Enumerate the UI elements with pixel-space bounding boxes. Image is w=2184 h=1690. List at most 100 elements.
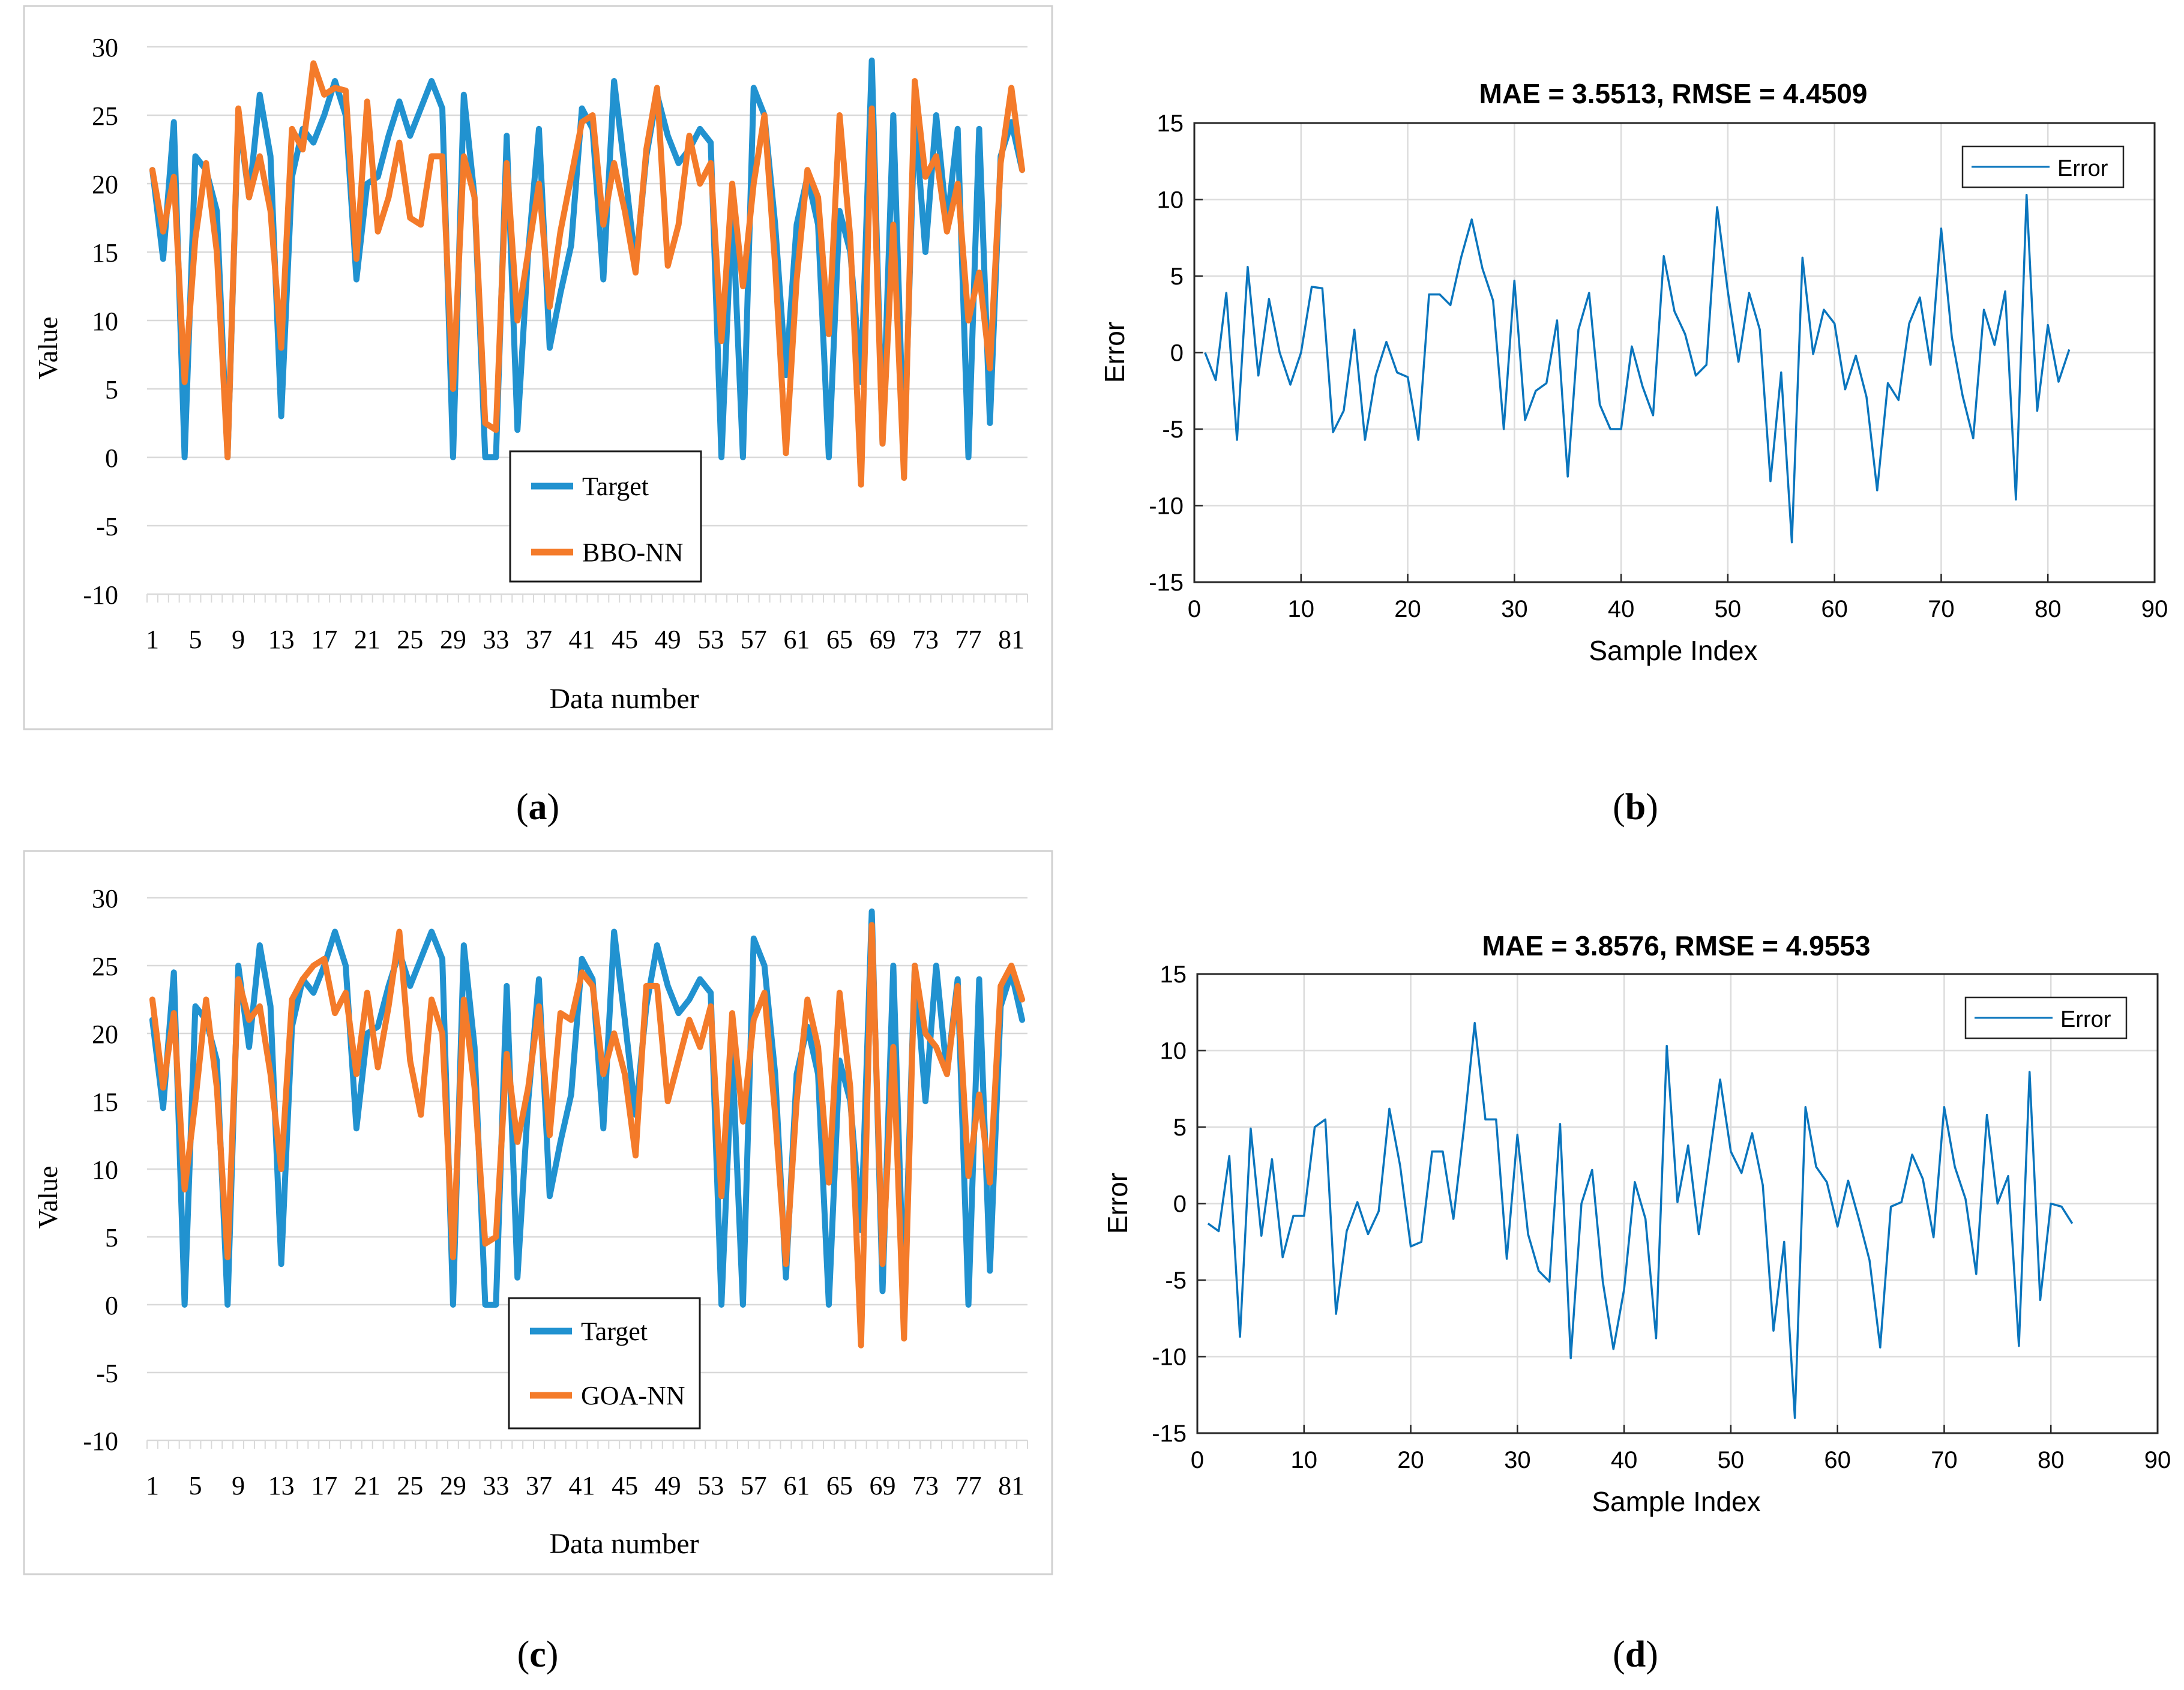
panel-b: MAE = 3.5513, RMSE = 4.4509 -15 -10 -5 0 5 10… — [1099, 78, 2168, 828]
panel-caption-c: (c) — [517, 1634, 559, 1675]
legend: Target GOA-NN — [508, 1297, 701, 1430]
x-tick-label: 90 — [2144, 1447, 2171, 1473]
x-tick-label: 1 — [146, 1471, 159, 1500]
y-tick-labels: -10 -5 0 5 10 15 20 25 30 — [83, 884, 118, 1456]
x-tick-label: 10 — [1291, 1447, 1318, 1473]
legend-box — [508, 1297, 701, 1430]
panel-caption-d: (d) — [1613, 1634, 1658, 1675]
x-tick-label: 50 — [1715, 596, 1742, 622]
legend-label-model: GOA-NN — [581, 1381, 685, 1410]
x-tick-label: 30 — [1504, 1447, 1531, 1473]
caption-letter: b — [1625, 787, 1646, 828]
x-tick-label: 21 — [354, 1471, 381, 1500]
x-tick-label: 80 — [2038, 1447, 2065, 1473]
y-tick-labels: -10 -5 0 5 10 15 20 25 30 — [83, 33, 118, 610]
y-tick-label: 5 — [105, 375, 118, 404]
panel-d: MAE = 3.8576, RMSE = 4.9553 -15 -10 -5 0 5 10… — [1102, 930, 2171, 1675]
series-line-error — [1207, 1021, 2074, 1419]
y-tick-label: -5 — [1165, 1268, 1187, 1294]
y-tick-label: -5 — [1162, 416, 1184, 443]
x-axis-label: Sample Index — [1589, 635, 1757, 666]
series-lines — [1204, 194, 2071, 544]
y-axis-label: Error — [1099, 322, 1130, 383]
x-tick-label: 69 — [869, 1471, 895, 1500]
y-tick-label: 5 — [1170, 263, 1184, 290]
chart-title: MAE = 3.8576, RMSE = 4.9553 — [1482, 930, 1871, 961]
x-tick-label: 70 — [1931, 1447, 1958, 1473]
x-tick-label: 90 — [2141, 596, 2168, 622]
x-tick-label: 65 — [826, 1471, 853, 1500]
x-tick-label: 45 — [612, 625, 638, 654]
x-tick-label: 13 — [268, 625, 295, 654]
x-tick-label: 49 — [655, 625, 681, 654]
axes-box — [1193, 122, 2156, 583]
x-tick-label: 61 — [783, 625, 810, 654]
y-tick-label: 15 — [92, 1087, 118, 1117]
y-tick-label: 0 — [105, 444, 118, 473]
y-tick-label: 25 — [92, 101, 118, 131]
x-tick-label: 53 — [697, 625, 724, 654]
panel-caption-b: (b) — [1613, 787, 1658, 828]
x-tick-label: 41 — [569, 1471, 595, 1500]
chart-title: MAE = 3.5513, RMSE = 4.4509 — [1479, 78, 1868, 109]
gridlines — [1196, 973, 2159, 1434]
x-tick-label: 10 — [1288, 596, 1315, 622]
y-tick-label: 10 — [1160, 1038, 1187, 1065]
caption-letter: c — [529, 1634, 546, 1675]
legend-label-error: Error — [2060, 1007, 2111, 1032]
x-tick-label: 9 — [232, 1471, 245, 1500]
x-tick-label: 65 — [826, 625, 853, 654]
x-tick-label: 5 — [189, 625, 202, 654]
y-tick-label: 0 — [1173, 1191, 1187, 1218]
x-tick-labels: 0 10 20 30 40 50 60 70 80 90 — [1188, 596, 2168, 622]
x-tick-label: 60 — [1821, 596, 1848, 622]
y-tick-label: 10 — [92, 1155, 118, 1185]
x-tick-label: 21 — [354, 625, 381, 654]
y-tick-label: -5 — [96, 1359, 118, 1388]
x-tick-label: 41 — [569, 625, 595, 654]
x-tick-label: 77 — [955, 1471, 982, 1500]
x-tick-label: 37 — [526, 1471, 552, 1500]
legend-label-model: BBO-NN — [582, 538, 684, 567]
y-tick-label: -15 — [1152, 1421, 1187, 1447]
x-tick-label: 1 — [146, 625, 159, 654]
x-tick-label: 69 — [869, 625, 895, 654]
x-tick-labels: 0 10 20 30 40 50 60 70 80 90 — [1191, 1447, 2171, 1473]
x-tick-label: 33 — [483, 1471, 509, 1500]
legend-box — [509, 450, 702, 583]
y-tick-label: 15 — [1157, 110, 1184, 137]
x-tick-label: 49 — [655, 1471, 681, 1500]
series-line-error — [1204, 194, 2071, 544]
x-tick-label: 0 — [1191, 1447, 1204, 1473]
x-tick-label: 80 — [2035, 596, 2062, 622]
x-tick-label: 33 — [483, 625, 509, 654]
y-tick-label: -10 — [83, 580, 118, 610]
y-tick-label: 20 — [92, 1020, 118, 1049]
x-tick-labels: 1 5 9 13 17 21 25 29 33 37 41 45 49 53 57 61 65 69 73 77 81 — [146, 625, 1024, 654]
legend: Error — [1964, 996, 2128, 1039]
x-tick-label: 50 — [1718, 1447, 1745, 1473]
x-axis-label: Data number — [549, 683, 699, 715]
x-tick-label: 81 — [998, 1471, 1024, 1500]
legend-label-target: Target — [582, 472, 649, 501]
y-tick-label: -10 — [83, 1427, 118, 1456]
x-tick-label: 37 — [526, 625, 552, 654]
x-axis-label: Data number — [549, 1528, 699, 1560]
y-gridlines — [146, 46, 1028, 603]
x-tick-label: 70 — [1928, 596, 1955, 622]
x-tick-label: 81 — [998, 625, 1024, 654]
x-tick-label: 20 — [1397, 1447, 1424, 1473]
y-tick-labels: -15 -10 -5 0 5 10 15 — [1152, 961, 1187, 1447]
x-tick-label: 0 — [1188, 596, 1201, 622]
y-axis-label: Error — [1102, 1173, 1133, 1234]
x-tick-label: 13 — [268, 1471, 295, 1500]
y-tick-label: -10 — [1152, 1344, 1187, 1371]
y-tick-label: 25 — [92, 952, 118, 981]
x-tick-label: 61 — [783, 1471, 810, 1500]
x-tick-label: 57 — [741, 1471, 767, 1500]
series-lines — [149, 57, 1026, 488]
axes-box — [1196, 973, 2159, 1434]
x-tick-label: 77 — [955, 625, 982, 654]
x-tick-label: 40 — [1608, 596, 1635, 622]
